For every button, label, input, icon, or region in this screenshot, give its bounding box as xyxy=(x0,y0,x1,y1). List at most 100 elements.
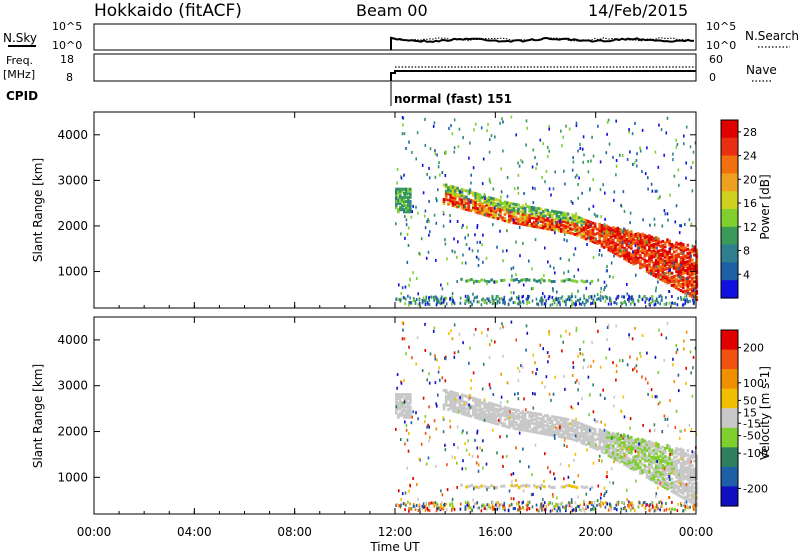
velocity-cell xyxy=(661,445,665,449)
velocity-cell xyxy=(525,324,528,328)
power-cell xyxy=(395,191,398,195)
power-cell xyxy=(695,269,699,273)
velocity-cell xyxy=(526,504,529,508)
velocity-cell xyxy=(607,439,611,443)
velocity-cell xyxy=(588,442,590,446)
velocity-cell xyxy=(469,346,471,350)
power-cell xyxy=(688,275,692,279)
velocity-cell xyxy=(472,405,475,409)
power-cell xyxy=(548,125,550,128)
power-cell xyxy=(682,257,685,261)
power-cell xyxy=(684,248,687,252)
power-cell xyxy=(622,229,624,233)
power-cell xyxy=(684,277,687,281)
velocity-cell xyxy=(400,498,402,501)
power-cell xyxy=(465,207,468,211)
power-cell xyxy=(654,299,657,303)
velocity-cell xyxy=(523,424,527,428)
velocity-cell xyxy=(575,439,579,443)
power-cell xyxy=(647,187,649,191)
velocity-cell xyxy=(618,460,622,464)
power-cell xyxy=(544,180,546,184)
power-cell xyxy=(530,216,534,220)
velocity-cell xyxy=(679,472,683,476)
velocity-cell xyxy=(532,406,535,410)
power-cell xyxy=(604,295,607,299)
power-cell xyxy=(460,190,464,194)
power-cell xyxy=(544,222,547,226)
velocity-cell xyxy=(458,405,462,409)
velocity-cell xyxy=(663,478,665,482)
velocity-cell xyxy=(468,403,470,407)
power-cell xyxy=(648,254,651,258)
power-cell xyxy=(611,231,613,235)
power-cell xyxy=(623,238,626,242)
velocity-cell xyxy=(685,500,688,504)
power-cell xyxy=(460,200,464,204)
power-cell xyxy=(546,219,550,223)
power-cell xyxy=(472,279,476,283)
velocity-cell xyxy=(527,501,530,505)
velocity-cell xyxy=(621,457,624,461)
power-cell xyxy=(605,226,608,230)
power-cell xyxy=(616,235,620,238)
power-cell xyxy=(549,303,552,307)
power-cell xyxy=(641,234,644,238)
velocity-cell xyxy=(409,484,411,488)
power-cell xyxy=(407,200,410,203)
velocity-cell xyxy=(639,465,642,469)
velocity-cell xyxy=(535,503,538,507)
power-cell xyxy=(639,235,642,239)
velocity-cell xyxy=(453,395,457,399)
velocity-cell xyxy=(533,428,536,432)
velocity-cell xyxy=(407,449,410,453)
power-cell xyxy=(686,262,690,266)
velocity-cell xyxy=(654,508,657,512)
velocity-cell xyxy=(542,428,545,431)
velocity-cell xyxy=(477,469,480,473)
power-cell xyxy=(521,295,523,299)
power-cell xyxy=(552,187,555,191)
velocity-cell xyxy=(518,505,521,509)
velocity-cell xyxy=(456,425,459,429)
power-cell xyxy=(518,226,521,229)
velocity-cell xyxy=(682,483,685,487)
colorbar-swatch xyxy=(721,173,738,192)
velocity-cell xyxy=(537,425,541,429)
velocity-cell xyxy=(654,458,658,462)
velocity-cell xyxy=(632,456,634,460)
power-cell xyxy=(562,226,565,230)
velocity-cell xyxy=(562,505,564,509)
velocity-cell xyxy=(517,413,520,417)
velocity-cell xyxy=(606,338,608,341)
power-cell xyxy=(557,210,561,214)
velocity-cell xyxy=(561,501,564,505)
velocity-cell xyxy=(597,484,600,488)
power-cell xyxy=(695,263,699,267)
power-cell xyxy=(399,187,402,191)
velocity-cell xyxy=(427,423,429,427)
power-cell xyxy=(575,229,579,233)
power-cell xyxy=(493,280,496,284)
velocity-cell xyxy=(657,449,660,453)
power-cell xyxy=(657,268,660,272)
power-cell xyxy=(574,247,577,251)
power-cell xyxy=(401,206,404,210)
velocity-cell xyxy=(464,500,467,504)
velocity-cell xyxy=(551,425,554,429)
power-cell xyxy=(679,250,683,254)
velocity-cell xyxy=(605,438,608,442)
power-cell xyxy=(397,189,400,193)
velocity-cell xyxy=(648,475,651,478)
velocity-cell xyxy=(426,425,428,429)
power-cell xyxy=(652,271,656,275)
velocity-cell xyxy=(632,447,635,451)
velocity-cell xyxy=(489,343,491,347)
power-cell xyxy=(643,244,647,248)
power-cell xyxy=(502,298,504,302)
velocity-cell xyxy=(476,400,480,404)
velocity-cell xyxy=(693,503,696,507)
power-cell xyxy=(465,189,468,193)
power-cell xyxy=(606,132,608,136)
power-cell xyxy=(450,124,452,128)
